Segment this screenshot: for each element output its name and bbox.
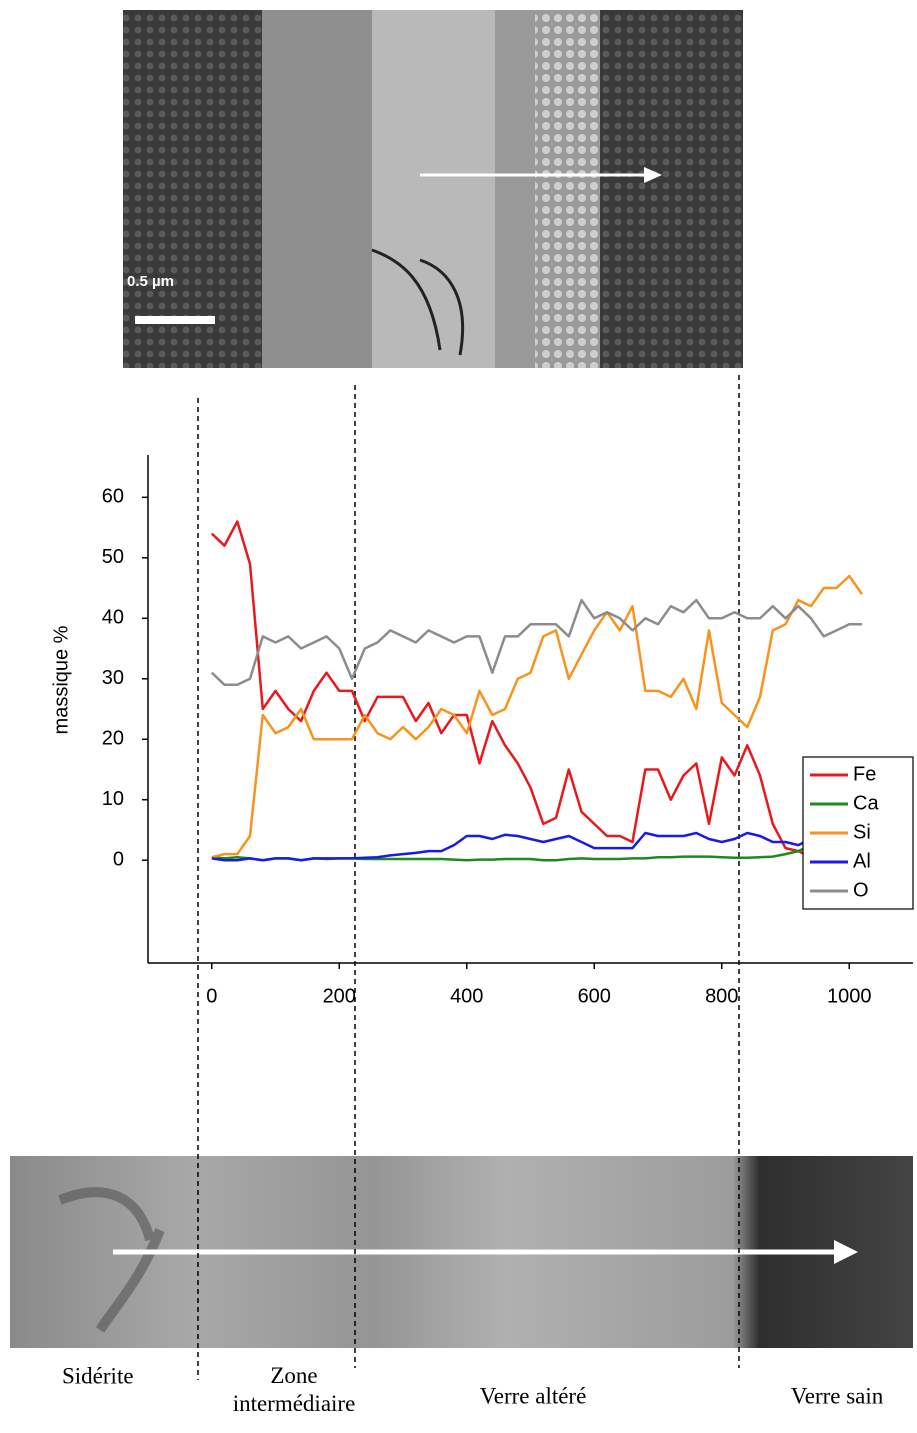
data-line xyxy=(211,831,862,862)
y-axis-label: massique % xyxy=(50,625,72,734)
y-tick-label: 50 xyxy=(102,546,124,568)
x-tick-label: 1000 xyxy=(827,985,872,1007)
region-label: Sidérite xyxy=(62,1363,134,1388)
data-line xyxy=(211,840,863,862)
region-label: Verre sain xyxy=(791,1383,884,1408)
x-tick-label: 200 xyxy=(323,985,356,1007)
x-tick-label: 0 xyxy=(206,985,217,1007)
region-label: Verre altéré xyxy=(480,1383,587,1408)
y-tick-label: 0 xyxy=(113,848,124,870)
scale-bar-label: 0.5 µm xyxy=(127,273,174,290)
y-tick-label: 20 xyxy=(102,728,124,750)
y-tick-label: 60 xyxy=(102,486,124,508)
y-tick-label: 30 xyxy=(102,667,124,689)
data-line xyxy=(211,574,864,859)
region-label: Zone intermédiaire xyxy=(233,1363,356,1416)
x-tick-label: 400 xyxy=(450,985,483,1007)
legend-label: Ca xyxy=(853,792,879,814)
top-image: 0.5 µm xyxy=(123,10,743,368)
legend-label: Si xyxy=(853,821,871,843)
x-tick-label: 800 xyxy=(705,985,738,1007)
data-line xyxy=(210,598,862,687)
data-line xyxy=(210,520,863,862)
x-tick-label: 600 xyxy=(578,985,611,1007)
legend-label: O xyxy=(853,879,869,901)
y-tick-label: 10 xyxy=(102,788,124,810)
dividers xyxy=(197,375,740,1380)
bottom-image xyxy=(10,1156,913,1348)
y-tick-label: 40 xyxy=(102,607,124,629)
legend-label: Al xyxy=(853,850,871,872)
legend-label: Fe xyxy=(853,763,876,785)
